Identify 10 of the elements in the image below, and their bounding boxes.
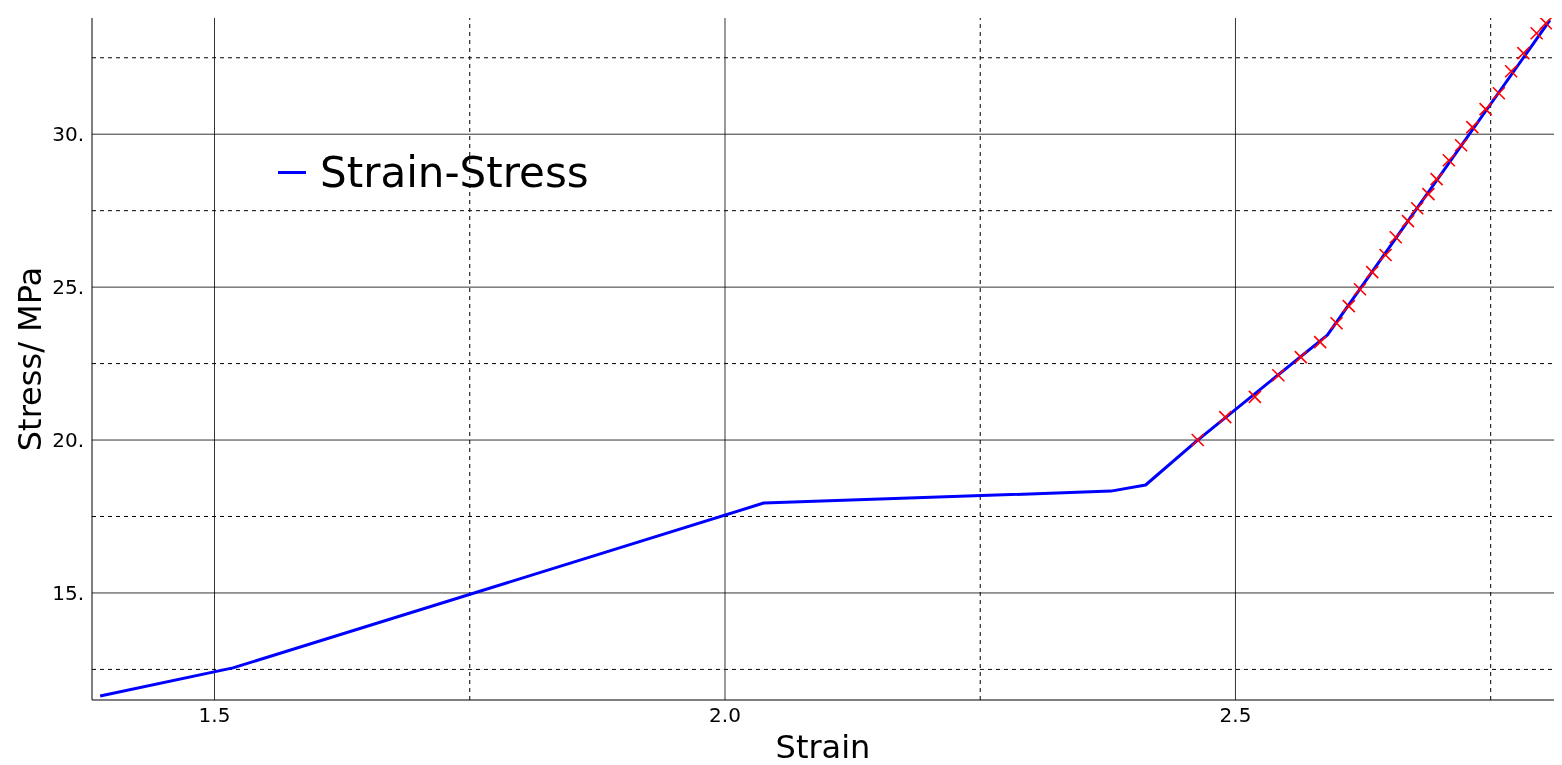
x-tick-label: 1.5 <box>198 703 231 728</box>
legend-label: Strain-Stress <box>320 148 589 197</box>
y-tick-label: 30. <box>52 122 84 147</box>
y-axis-title: Stress/ MPa <box>11 266 50 452</box>
y-tick-label: 15. <box>52 581 84 606</box>
y-tick-label: 25. <box>52 275 84 300</box>
x-tick-label: 2.5 <box>1219 703 1252 728</box>
y-tick-label: 20. <box>52 428 84 453</box>
x-tick-label: 2.0 <box>709 703 741 728</box>
x-axis-title: Strain <box>775 728 871 765</box>
